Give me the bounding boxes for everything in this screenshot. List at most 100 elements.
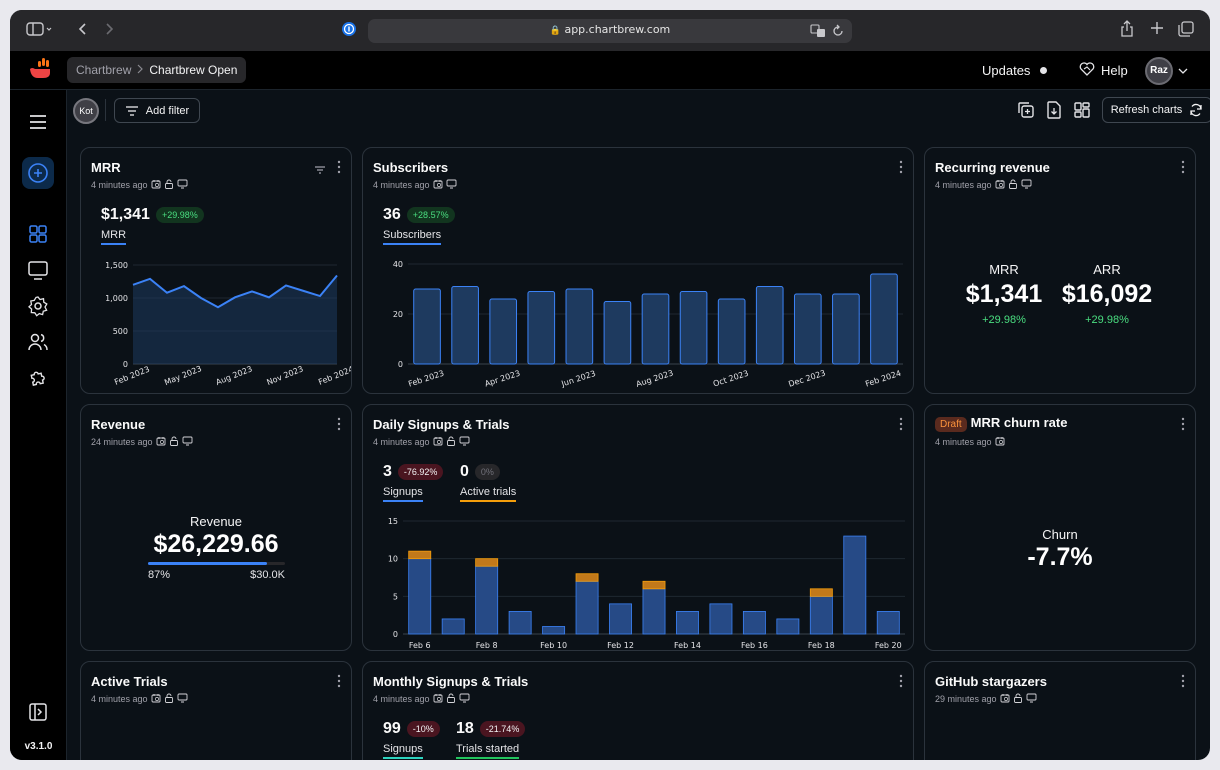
user-menu[interactable]: Raz <box>1145 51 1188 90</box>
draft-badge: Draft <box>935 417 967 432</box>
card-menu-icon[interactable] <box>337 417 341 436</box>
expand-sidebar-icon[interactable] <box>27 701 49 723</box>
signups-bar <box>742 611 766 635</box>
card-menu-icon[interactable] <box>1181 417 1185 436</box>
help-label: Help <box>1101 63 1128 78</box>
back-icon[interactable] <box>78 21 88 39</box>
subscribers-card[interactable]: Subscribers 4 minutes ago 36 +28.57% Sub… <box>362 147 914 394</box>
forward-icon[interactable] <box>104 21 114 39</box>
calendar-clock-icon <box>995 179 1005 191</box>
translate-icon[interactable] <box>810 24 826 43</box>
kpi-value: 3 <box>383 463 392 480</box>
mrr-series-line <box>132 274 338 309</box>
help-button[interactable]: Help <box>1079 51 1128 90</box>
y-tick-label: 15 <box>388 517 398 526</box>
github-stargazers-card[interactable]: GitHub stargazers 29 minutes ago <box>924 661 1196 760</box>
signups-bar <box>408 558 432 635</box>
mrr-metric: MRR $1,341 +29.98% <box>961 262 1047 326</box>
mrr-kpi: $1,341 +29.98% <box>101 206 204 224</box>
recurring-revenue-card[interactable]: Recurring revenue 4 minutes ago MRR $1,3… <box>924 147 1196 394</box>
trials-bar <box>575 573 599 582</box>
menu-icon[interactable] <box>27 111 49 133</box>
metric-label: MRR <box>989 262 1019 277</box>
settings-gear-icon[interactable] <box>27 295 49 317</box>
card-updated: 29 minutes ago <box>935 693 1037 705</box>
sidebar-toggle-icon[interactable] <box>26 21 52 39</box>
monitor-icon[interactable] <box>27 259 49 281</box>
new-tab-icon[interactable] <box>1150 21 1164 39</box>
refresh-icon <box>1190 103 1202 117</box>
card-menu-icon[interactable] <box>899 674 903 693</box>
kpi-value: 36 <box>383 206 401 223</box>
active-trials-card[interactable]: Active Trials 4 minutes ago <box>80 661 352 760</box>
daily-signups-card[interactable]: Daily Signups & Trials 4 minutes ago 3 -… <box>362 404 914 651</box>
dashboard-grid-icon[interactable] <box>27 223 49 245</box>
monthly-signups-card[interactable]: Monthly Signups & Trials 4 minutes ago 9… <box>362 661 914 760</box>
mrr-card[interactable]: MRR 4 minutes ago $1,341 +29.98% MRR 0 50… <box>80 147 352 394</box>
subscribers-bar <box>832 293 860 365</box>
users-icon[interactable] <box>27 331 49 353</box>
filter-icon[interactable] <box>314 162 326 180</box>
x-tick-label: Aug 2023 <box>635 368 674 388</box>
card-title: Revenue <box>91 417 146 432</box>
plus-circle-icon <box>28 163 48 183</box>
x-tick-label: Feb 2023 <box>407 369 445 389</box>
metric-change: +29.98% <box>1085 314 1129 326</box>
metric-value: $16,092 <box>1061 280 1153 308</box>
heart-handshake-icon <box>1079 62 1095 79</box>
calendar-clock-icon <box>433 179 443 191</box>
address-bar[interactable]: 🔒 app.chartbrew.com <box>368 19 852 43</box>
share-icon[interactable] <box>1120 20 1134 38</box>
churn-card[interactable]: Draft MRR churn rate 4 minutes ago Churn … <box>924 404 1196 651</box>
breadcrumb-project[interactable]: Chartbrew Open <box>149 63 238 77</box>
revenue-label: Revenue <box>189 514 243 529</box>
x-tick-label: Feb 2024 <box>317 365 352 387</box>
card-updated: 4 minutes ago <box>373 693 470 705</box>
layout-grid-icon[interactable] <box>1073 101 1091 124</box>
card-menu-icon[interactable] <box>899 417 903 436</box>
card-menu-icon[interactable] <box>1181 674 1185 693</box>
updates-button[interactable]: Updates <box>982 51 1048 90</box>
card-title: Draft MRR churn rate <box>935 415 1068 432</box>
breadcrumb: Chartbrew Chartbrew Open <box>67 57 247 83</box>
churn-value: -7.7% <box>1027 543 1093 571</box>
x-tick-label: Jun 2023 <box>559 369 596 389</box>
breadcrumb-team[interactable]: Chartbrew <box>76 63 132 77</box>
subscribers-bar <box>679 291 708 365</box>
updated-text: 29 minutes ago <box>935 694 997 704</box>
card-menu-icon[interactable] <box>899 160 903 179</box>
integrations-puzzle-icon[interactable] <box>27 367 49 389</box>
password-manager-icon[interactable] <box>341 21 357 39</box>
card-menu-icon[interactable] <box>337 674 341 693</box>
card-updated: 4 minutes ago <box>935 179 1032 191</box>
card-menu-icon[interactable] <box>337 160 341 179</box>
x-tick-label: Apr 2023 <box>484 369 522 389</box>
user-avatar[interactable]: Raz <box>1145 56 1173 85</box>
export-download-icon[interactable] <box>1046 101 1062 124</box>
chartbrew-logo[interactable] <box>29 58 53 85</box>
dashboard-toolbar: Kot Add filter Refresh charts <box>67 90 1210 129</box>
team-avatar[interactable]: Kot <box>73 98 99 124</box>
x-tick-label: Feb 8 <box>476 641 498 650</box>
duplicate-icon[interactable] <box>1017 101 1035 124</box>
card-menu-icon[interactable] <box>1181 160 1185 179</box>
kpi-value: 0 <box>460 463 469 480</box>
y-tick-label: 10 <box>388 555 398 564</box>
kpi-label-signups: Signups <box>383 743 423 759</box>
create-button[interactable] <box>22 157 54 189</box>
kpi-change-badge: +28.57% <box>406 207 455 223</box>
tab-overview-icon[interactable] <box>1178 21 1194 39</box>
signups-bar <box>609 603 632 635</box>
kpi-change-badge: -76.92% <box>397 464 444 480</box>
x-tick-label: Feb 20 <box>875 641 902 650</box>
revenue-card[interactable]: Revenue 24 minutes ago Revenue $26,229.6… <box>80 404 352 651</box>
kpi-change-badge: -10% <box>406 721 440 737</box>
trials-kpi: 18 -21.74% <box>456 720 526 738</box>
signups-bar <box>776 618 800 635</box>
refresh-charts-button[interactable]: Refresh charts <box>1102 97 1210 123</box>
card-title-text: MRR churn rate <box>970 415 1068 430</box>
kpi-label-trials: Trials started <box>456 743 520 759</box>
monitor-small-icon <box>459 693 470 705</box>
reload-icon[interactable] <box>832 24 844 43</box>
add-filter-button[interactable]: Add filter <box>114 98 200 123</box>
